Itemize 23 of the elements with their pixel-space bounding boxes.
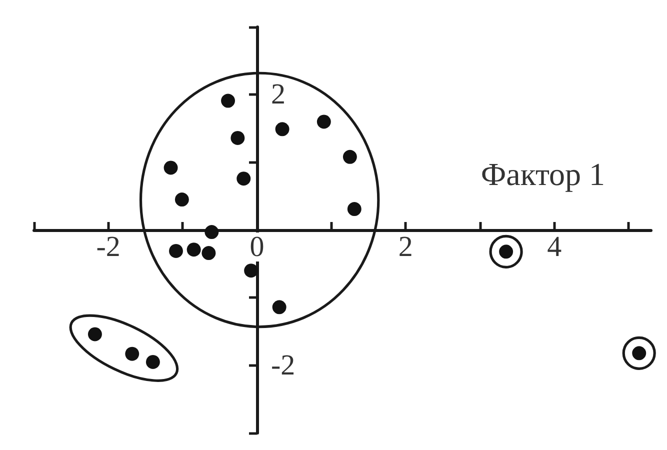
- point: [236, 172, 251, 186]
- x-axis-title: Фактор 1: [480, 156, 605, 192]
- point: [169, 244, 183, 258]
- point: [125, 346, 140, 361]
- x-tick-label: 0: [250, 231, 264, 263]
- point: [221, 94, 236, 108]
- point: [244, 264, 258, 278]
- point: [88, 327, 102, 342]
- point: [164, 160, 178, 175]
- point: [275, 122, 290, 136]
- point: [146, 354, 160, 369]
- x-tick-label: 4: [547, 231, 562, 263]
- point: [272, 300, 286, 314]
- point: [186, 242, 201, 257]
- x-tick-label: 2: [398, 231, 413, 263]
- point: [316, 114, 331, 129]
- point: [342, 150, 357, 164]
- point: [347, 202, 362, 216]
- point: [204, 225, 219, 240]
- x-tick-label: -2: [96, 231, 120, 263]
- point: [174, 192, 189, 207]
- point: [202, 246, 216, 260]
- point: [230, 130, 245, 145]
